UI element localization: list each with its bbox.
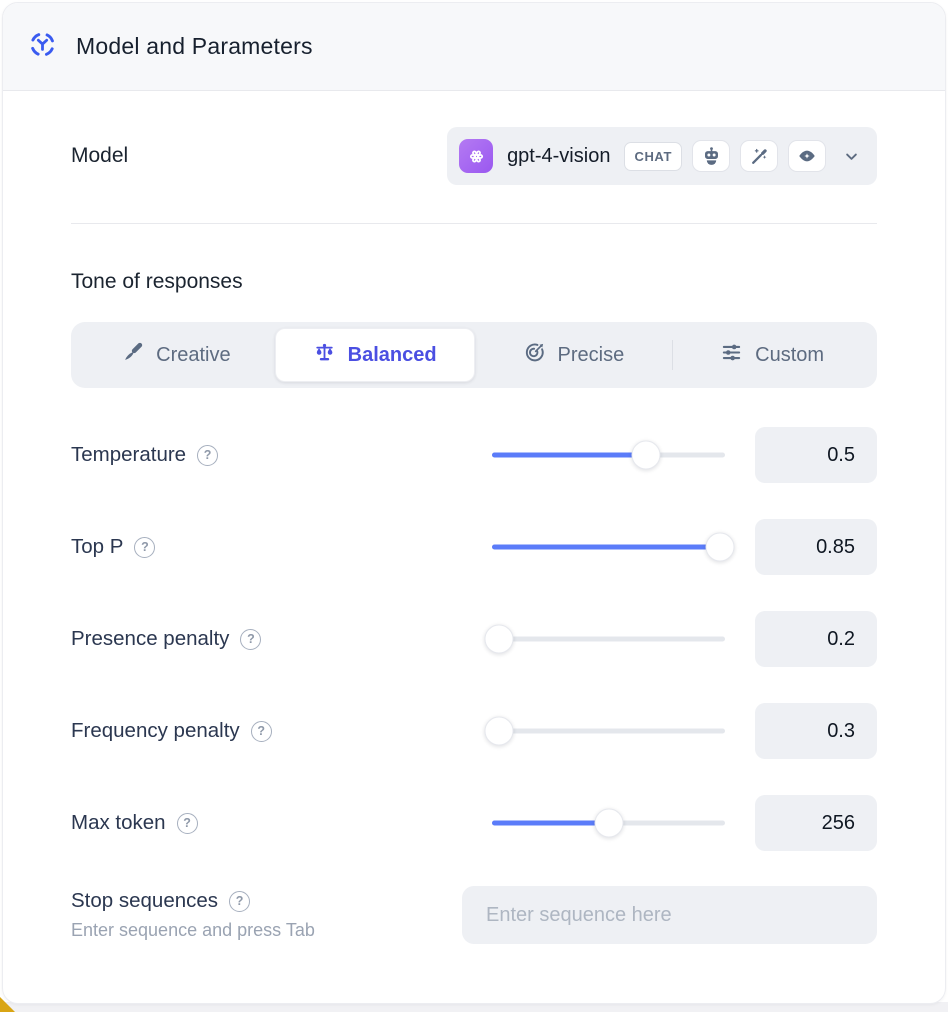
- section-divider: [71, 223, 877, 224]
- segment-divider: [672, 340, 674, 370]
- paintbrush-icon: [121, 341, 144, 370]
- sliders-icon: [720, 341, 743, 370]
- help-icon[interactable]: ?: [134, 536, 156, 558]
- panel-content: Model gpt-4-vision CHAT: [3, 127, 945, 1000]
- stop-sequences-row: Stop sequences ? Enter sequence and pres…: [71, 886, 877, 944]
- tone-segmented-control: Creative Balanced: [71, 322, 877, 388]
- param-label: Max token: [71, 811, 166, 834]
- stop-sequence-input[interactable]: [462, 886, 877, 944]
- panel-header: Model and Parameters: [3, 3, 945, 91]
- frequency-penalty-value: 0.3: [755, 703, 877, 759]
- param-row-frequency-penalty: Frequency penalty ? 0.3: [71, 702, 877, 760]
- slider-thumb[interactable]: [484, 716, 514, 746]
- temperature-value: 0.5: [755, 427, 877, 483]
- max-token-slider[interactable]: [492, 808, 725, 838]
- balance-scale-icon: [313, 341, 336, 370]
- tone-option-custom[interactable]: Custom: [673, 328, 871, 382]
- agent-dashed-circle-icon: [29, 31, 56, 63]
- slider-thumb[interactable]: [594, 808, 623, 838]
- model-select-dropdown[interactable]: gpt-4-vision CHAT: [447, 127, 877, 185]
- selected-model-name: gpt-4-vision: [507, 144, 611, 167]
- openai-logo: [459, 139, 494, 173]
- help-icon[interactable]: ?: [250, 720, 272, 742]
- top-p-value: 0.85: [755, 519, 877, 575]
- param-row-temperature: Temperature ? 0.5: [71, 426, 877, 484]
- slider-track: [492, 728, 725, 734]
- param-label: Top P: [71, 535, 124, 558]
- help-icon[interactable]: ?: [229, 890, 251, 912]
- tone-option-label: Precise: [557, 343, 625, 366]
- help-icon[interactable]: ?: [176, 812, 198, 834]
- tone-option-balanced[interactable]: Balanced: [274, 328, 475, 382]
- presence-penalty-value: 0.2: [755, 611, 877, 667]
- slider-thumb[interactable]: [705, 532, 735, 562]
- top-p-slider[interactable]: [492, 532, 735, 562]
- slider-thumb[interactable]: [631, 440, 661, 470]
- help-icon[interactable]: ?: [197, 444, 219, 466]
- slider-fill: [492, 544, 721, 550]
- background-strip: [0, 1002, 948, 1012]
- slider-track: [492, 636, 725, 642]
- model-row: Model gpt-4-vision CHAT: [71, 127, 877, 185]
- param-row-presence-penalty: Presence penalty ? 0.2: [71, 610, 877, 668]
- param-row-top-p: Top P ? 0.85: [71, 518, 877, 576]
- robot-icon: [692, 140, 730, 172]
- stop-sequences-label: Stop sequences: [71, 889, 219, 912]
- param-label: Temperature: [71, 443, 187, 466]
- target-icon: [523, 341, 546, 370]
- tone-option-label: Creative: [156, 343, 231, 366]
- tone-option-precise[interactable]: Precise: [475, 328, 673, 382]
- slider-fill: [492, 820, 609, 826]
- tone-option-label: Custom: [755, 343, 825, 366]
- tone-option-creative[interactable]: Creative: [77, 328, 275, 382]
- panel-title: Model and Parameters: [76, 33, 313, 59]
- param-row-max-token: Max token ? 256: [71, 794, 877, 852]
- slider-thumb[interactable]: [484, 624, 514, 654]
- slider-fill: [492, 452, 646, 458]
- frequency-penalty-slider[interactable]: [484, 716, 725, 746]
- help-icon[interactable]: ?: [240, 628, 262, 650]
- tone-option-label: Balanced: [347, 343, 437, 366]
- vision-eye-icon: [788, 140, 826, 172]
- magic-wand-icon: [740, 140, 778, 172]
- max-token-value: 256: [755, 795, 877, 851]
- temperature-slider[interactable]: [492, 440, 725, 470]
- param-label: Presence penalty: [71, 627, 230, 650]
- model-type-badge: CHAT: [624, 141, 682, 171]
- param-label: Frequency penalty: [71, 719, 240, 742]
- tone-heading: Tone of responses: [71, 270, 243, 293]
- stop-sequences-helper: Enter sequence and press Tab: [71, 920, 315, 940]
- model-label: Model: [71, 144, 129, 167]
- chevron-down-icon: [842, 147, 861, 166]
- presence-penalty-slider[interactable]: [484, 624, 725, 654]
